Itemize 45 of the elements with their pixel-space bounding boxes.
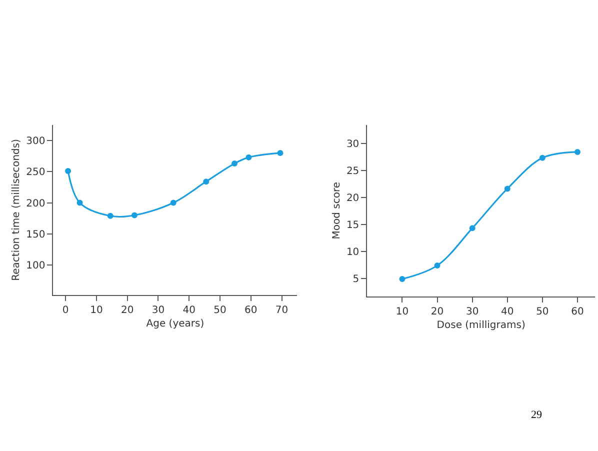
text: 29 — [531, 409, 542, 421]
x-tick-label: 30 — [152, 304, 165, 316]
y-axis-title: Mood score — [331, 182, 342, 240]
x-tick-label: 60 — [244, 304, 258, 316]
y-tick-label: 250 — [26, 167, 46, 178]
point — [76, 200, 83, 206]
point — [434, 262, 440, 268]
x-axis-title: Age (years) — [146, 318, 204, 330]
point — [469, 225, 476, 232]
x-tick-label: 30 — [466, 306, 479, 318]
y-tick-label: 100 — [26, 260, 46, 272]
point — [170, 200, 176, 206]
y-tick-label: 20 — [346, 192, 360, 204]
x-tick-label: 50 — [536, 306, 549, 318]
y-tick-label: 150 — [26, 229, 46, 240]
y-tick-label: 300 — [26, 136, 46, 147]
point — [131, 212, 138, 218]
point — [246, 154, 252, 160]
y-tick-label: 15 — [346, 220, 360, 231]
x-tick-label: 0 — [62, 304, 69, 316]
y-tick-label: 200 — [26, 198, 46, 210]
x-tick-label: 70 — [275, 304, 288, 316]
y-tick-label: 5 — [352, 274, 360, 285]
y-tick-label: 25 — [346, 166, 360, 177]
y-tick-label: 10 — [346, 246, 360, 258]
point — [65, 168, 72, 174]
point — [232, 160, 238, 167]
point — [107, 212, 114, 219]
x-tick-label: 20 — [430, 306, 444, 318]
point — [539, 154, 546, 161]
point — [399, 276, 406, 282]
x-tick-label: 40 — [501, 306, 514, 318]
x-tick-label: 20 — [120, 304, 134, 316]
x-tick-label: 60 — [571, 306, 584, 318]
point — [574, 148, 580, 155]
point — [277, 150, 284, 156]
x-tick-label: 10 — [396, 306, 409, 318]
point — [203, 178, 210, 185]
x-tick-label: 40 — [182, 304, 196, 316]
y-tick-label: 30 — [346, 138, 360, 150]
y-axis-title: Reaction time (milliseconds) — [11, 138, 22, 281]
x-tick-label: 10 — [90, 304, 103, 316]
x-tick-label: 50 — [214, 304, 226, 316]
x-axis-title: Dose (milligrams) — [436, 320, 526, 331]
point — [504, 186, 510, 192]
